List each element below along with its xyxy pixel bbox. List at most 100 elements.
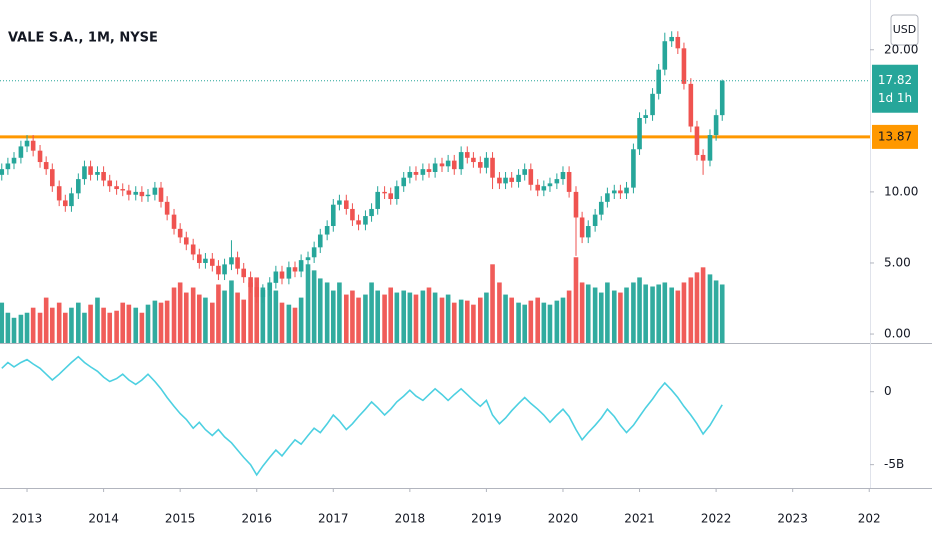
volume-bar xyxy=(624,287,629,343)
candle-body xyxy=(560,171,566,180)
candle-body xyxy=(254,287,260,298)
volume-bar xyxy=(298,297,304,343)
candle-body xyxy=(363,216,368,225)
volume-bar xyxy=(375,290,380,343)
candle-body xyxy=(592,214,598,227)
volume-bar xyxy=(305,264,311,343)
volume-bar xyxy=(76,302,81,343)
volume-bar xyxy=(669,287,674,343)
volume-bar xyxy=(656,284,661,343)
volume-bar xyxy=(541,302,547,343)
volume-bar xyxy=(229,280,234,343)
volume-bar xyxy=(63,312,68,343)
volume-bar xyxy=(164,300,170,343)
volume-bar xyxy=(471,304,476,343)
volume-bar xyxy=(592,287,598,343)
volume-bar xyxy=(337,282,342,343)
volume-bar xyxy=(56,302,62,343)
volume-bar xyxy=(139,312,145,343)
candle-body xyxy=(522,169,527,175)
volume-bar xyxy=(190,287,196,343)
candle-body xyxy=(643,115,648,118)
candle-body xyxy=(183,237,189,245)
horizontal-line-badge xyxy=(872,124,918,149)
candle-body xyxy=(11,157,17,164)
volume-bar xyxy=(292,307,298,343)
volume-bar xyxy=(133,307,139,343)
candle-body xyxy=(445,160,451,167)
candle-body xyxy=(324,226,330,235)
candle-body xyxy=(164,201,170,215)
volume-bar xyxy=(707,274,713,343)
candle-body xyxy=(719,80,725,116)
y-tick-label: 10.00 xyxy=(884,184,918,198)
candle-body xyxy=(369,208,374,217)
candle-body xyxy=(145,194,151,197)
candle-body xyxy=(375,191,380,209)
volume-bar xyxy=(267,282,273,343)
volume-bar xyxy=(114,310,119,343)
volume-bar xyxy=(535,297,541,343)
candle-body xyxy=(279,271,285,279)
volume-bar xyxy=(662,282,668,343)
volume-bar xyxy=(344,294,349,343)
x-tick-label: 2017 xyxy=(318,512,349,526)
candle-body xyxy=(598,201,604,215)
candle-body xyxy=(618,190,623,194)
candle-body xyxy=(311,247,317,258)
candle-body xyxy=(413,171,419,175)
countdown-label: 1d 1h xyxy=(878,91,912,105)
indicator-tick-label: -5B xyxy=(884,457,904,471)
volume-bar xyxy=(681,282,687,343)
candle-body xyxy=(210,258,215,266)
candle-body xyxy=(101,171,106,181)
volume-bar xyxy=(69,307,74,343)
candle-body xyxy=(292,267,298,272)
x-tick-label: 2018 xyxy=(395,512,426,526)
volume-bar xyxy=(547,304,553,343)
candle-body xyxy=(95,171,100,175)
y-tick-label: 0.00 xyxy=(884,327,911,341)
candle-body xyxy=(669,36,674,42)
candle-body xyxy=(18,146,24,158)
candle-body xyxy=(611,190,617,194)
candle-body xyxy=(439,163,445,167)
currency-box[interactable] xyxy=(890,14,919,46)
volume-bar xyxy=(394,292,400,343)
last-price-label: 17.82 xyxy=(878,73,912,87)
candle-body xyxy=(541,186,547,191)
volume-bar xyxy=(611,290,617,343)
candle-body xyxy=(248,277,253,288)
candle-body xyxy=(662,41,668,70)
volume-bar xyxy=(369,282,374,343)
x-tick-label: 2021 xyxy=(624,512,655,526)
volume-bar xyxy=(145,304,151,343)
currency-label[interactable]: USD xyxy=(893,23,917,36)
candle-body xyxy=(203,258,208,263)
volume-bar xyxy=(585,284,591,343)
candle-body xyxy=(216,265,221,275)
volume-bar xyxy=(350,290,355,343)
volume-bar xyxy=(407,292,413,343)
volume-bar xyxy=(637,277,642,343)
candle-body xyxy=(451,160,457,170)
candle-body xyxy=(573,191,579,218)
volume-bar xyxy=(210,302,215,343)
volume-bar xyxy=(183,292,189,343)
candle-body xyxy=(152,187,158,195)
volume-bar xyxy=(509,297,514,343)
y-tick-label: 5.00 xyxy=(884,255,911,269)
candle-body xyxy=(394,186,400,200)
volume-bar xyxy=(643,284,648,343)
volume-bar xyxy=(503,294,508,343)
candle-body xyxy=(458,152,464,170)
volume-bar xyxy=(719,284,725,343)
candle-body xyxy=(637,117,642,150)
candle-body xyxy=(139,191,145,197)
volume-bar xyxy=(196,294,202,343)
candle-body xyxy=(0,169,5,175)
candle-body xyxy=(158,187,164,202)
candle-body xyxy=(356,220,361,225)
candle-body xyxy=(260,289,266,298)
volume-bar xyxy=(694,272,700,343)
